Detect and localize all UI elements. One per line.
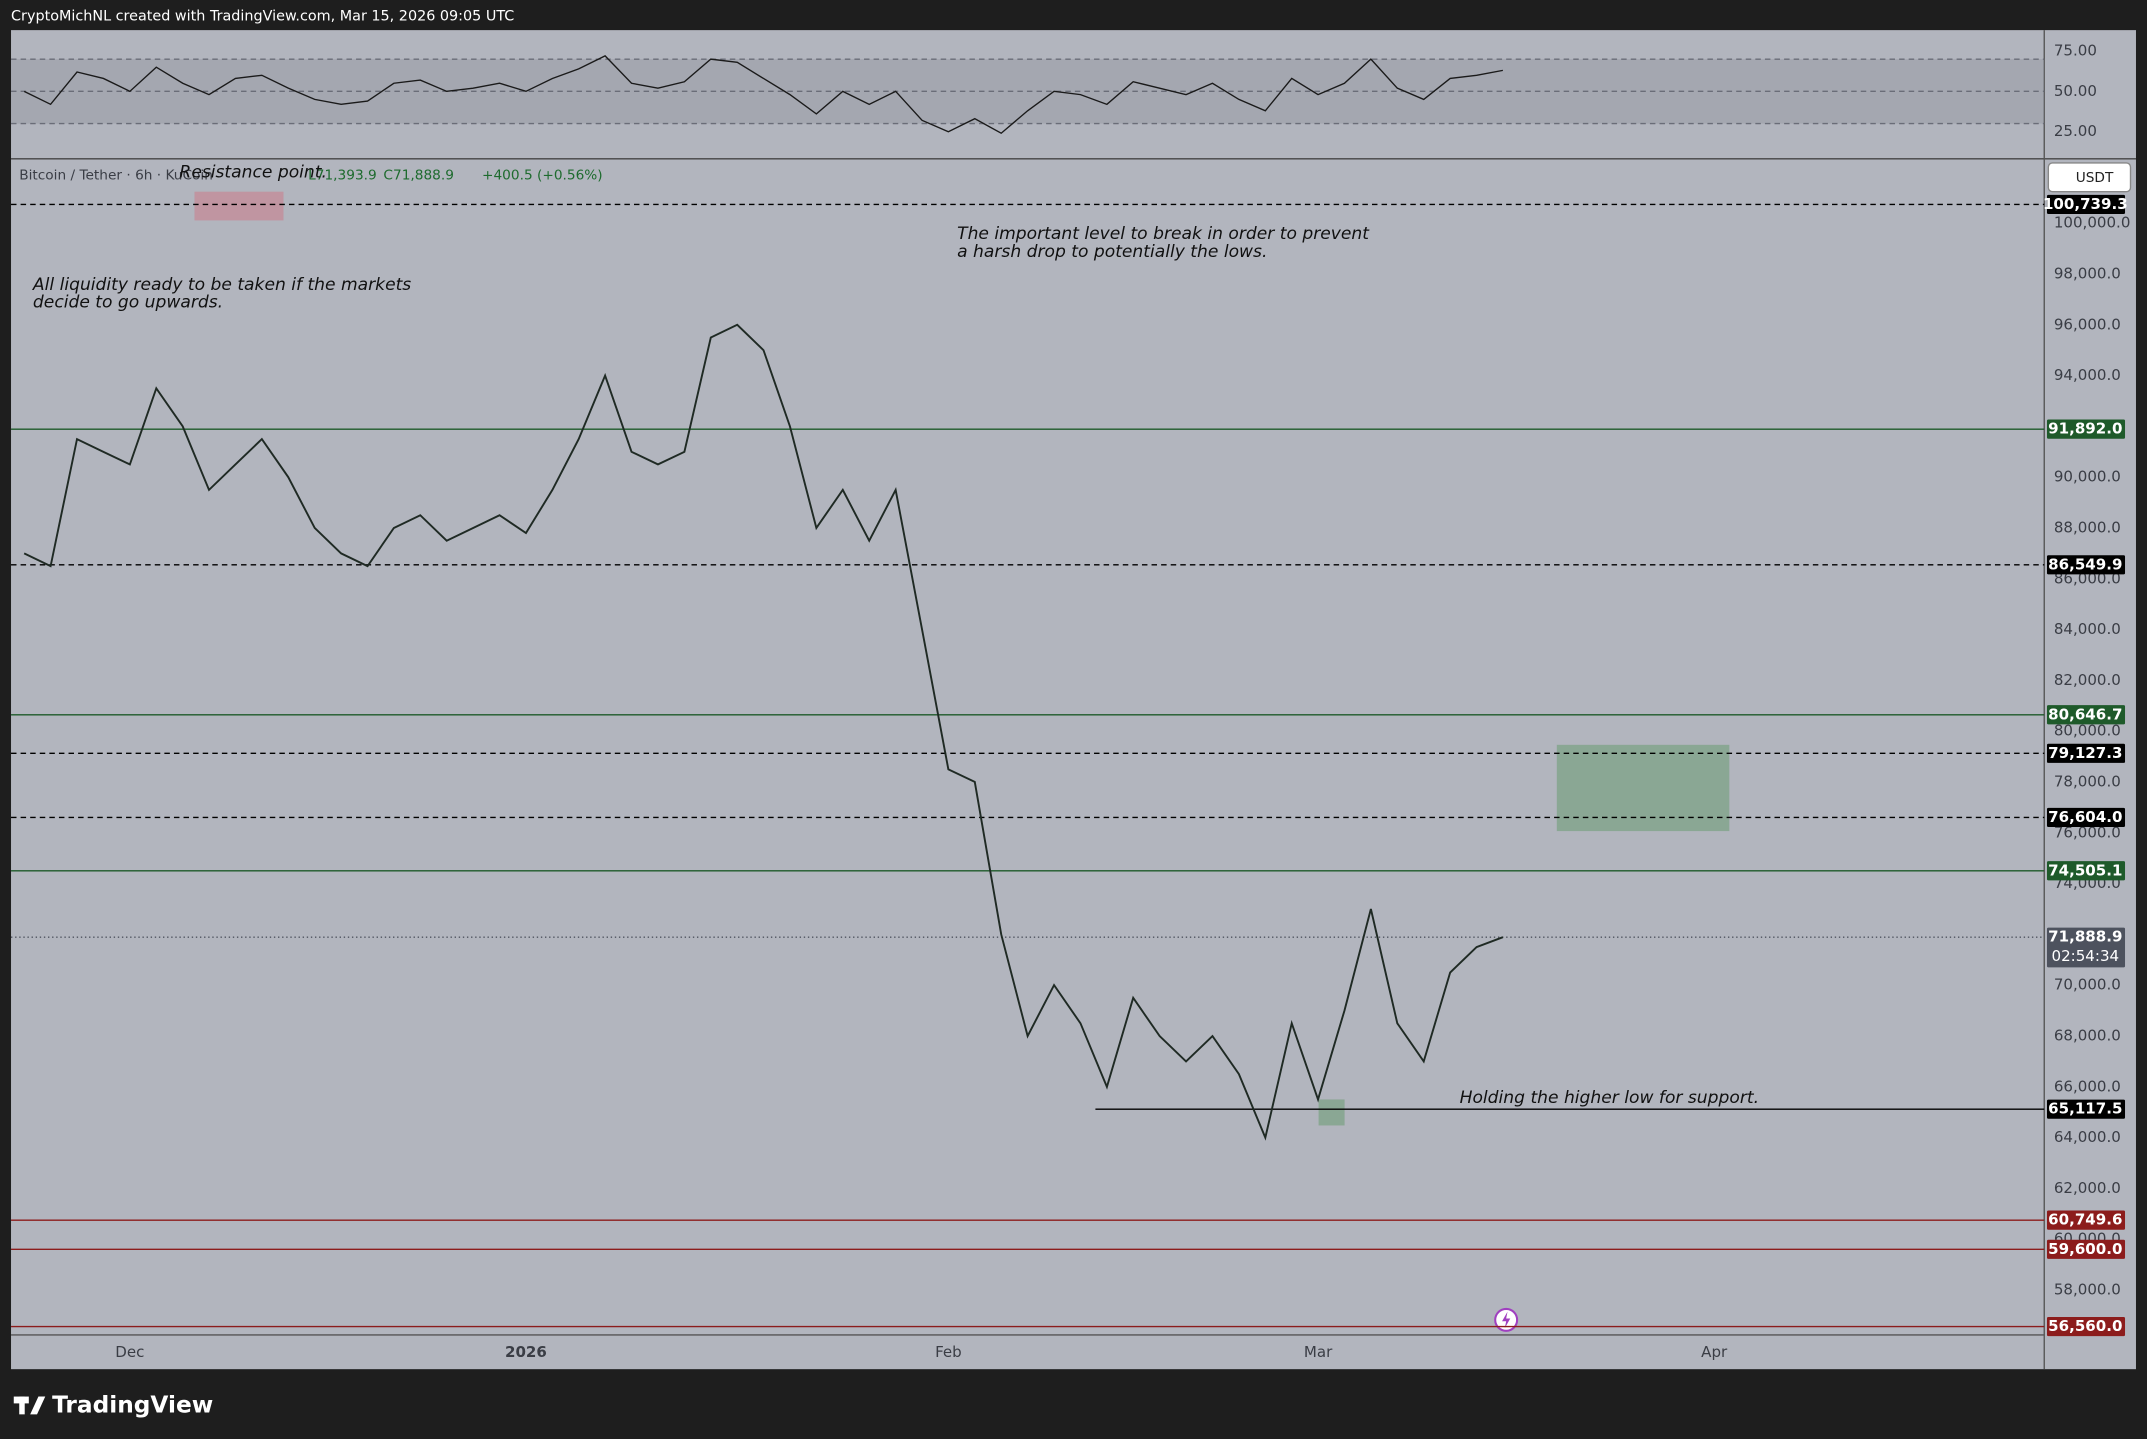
level-label: 100,739.3 — [2043, 195, 2128, 213]
price-line — [23, 323, 1504, 1141]
currency-label: USDT — [2076, 170, 2114, 186]
rsi-tick-label: 50.00 — [2054, 82, 2097, 100]
logo-mark — [30, 1396, 46, 1415]
ohlc-label: L71,393.9 — [308, 167, 377, 183]
countdown: 02:54:34 — [2052, 947, 2120, 965]
level-label: 56,560.0 — [2048, 1317, 2122, 1335]
level-label-box — [2046, 194, 2126, 214]
currency-button[interactable] — [2047, 162, 2132, 193]
rsi-line — [23, 55, 1503, 135]
x-tick-label: Dec — [115, 1343, 144, 1361]
y-tick-label: 94,000.0 — [2054, 366, 2121, 384]
level-label: 91,892.0 — [2048, 420, 2122, 438]
y-tick-label: 88,000.0 — [2054, 518, 2121, 536]
level-label: 71,888.9 — [2048, 928, 2122, 946]
y-tick-label: 66,000.0 — [2054, 1077, 2121, 1095]
y-tick-label: 80,000.0 — [2054, 722, 2121, 740]
level-label-box — [2046, 927, 2126, 968]
y-tick-label: 58,000.0 — [2054, 1280, 2121, 1298]
y-tick-label: 82,000.0 — [2054, 671, 2121, 689]
resistance-zone — [194, 191, 284, 221]
level-label: 65,117.5 — [2048, 1100, 2122, 1118]
support-marker — [1318, 1099, 1345, 1126]
ohlc-label: C71,888.9 — [383, 167, 454, 183]
level-label-box — [2046, 1316, 2126, 1337]
level-label: 86,549.9 — [2048, 555, 2122, 573]
y-tick-label: 98,000.0 — [2054, 264, 2121, 282]
alert-bolt — [1502, 1311, 1511, 1329]
y-tick-label: 78,000.0 — [2054, 772, 2121, 790]
annotation: Holding the higher low for support. — [1460, 1088, 1759, 1108]
annotation: decide to go upwards. — [33, 293, 223, 313]
x-tick-label: Apr — [1701, 1343, 1728, 1361]
level-label: 59,600.0 — [2048, 1240, 2122, 1258]
y-tick-label: 76,000.0 — [2054, 823, 2121, 841]
y-tick-label: 90,000.0 — [2054, 468, 2121, 486]
level-label-box — [2046, 807, 2126, 828]
level-label-box — [2046, 705, 2126, 725]
logo-text: TradingView — [52, 1392, 213, 1419]
annotation: All liquidity ready to be taken if the m… — [32, 275, 411, 295]
x-tick-label: 2026 — [505, 1343, 547, 1361]
level-label: 60,749.6 — [2048, 1211, 2122, 1229]
level-label: 79,127.3 — [2048, 744, 2122, 762]
logo-mark — [19, 1396, 25, 1415]
x-tick-label: Feb — [935, 1343, 962, 1361]
annotation: a harsh drop to potentially the lows. — [957, 242, 1267, 262]
level-label: 74,505.1 — [2048, 861, 2122, 879]
level-label-box — [2046, 861, 2126, 881]
rsi-tick-label: 25.00 — [2054, 122, 2097, 140]
y-tick-label: 100,000.0 — [2054, 214, 2131, 232]
level-label-box — [2046, 1099, 2126, 1119]
x-tick-label: Mar — [1304, 1343, 1333, 1361]
y-tick-label: 84,000.0 — [2054, 620, 2121, 638]
y-tick-label: 96,000.0 — [2054, 315, 2121, 333]
level-label-box — [2046, 555, 2126, 575]
y-tick-label: 68,000.0 — [2054, 1026, 2121, 1044]
target-zone — [1556, 744, 1730, 832]
annotation: Resistance point. — [179, 163, 326, 183]
level-label-box — [2046, 743, 2126, 763]
level-label-box — [2046, 1210, 2126, 1230]
ohlc-label: +400.5 (+0.56%) — [482, 167, 603, 183]
level-label: 80,646.7 — [2048, 705, 2122, 723]
chart-background — [11, 30, 2136, 1370]
y-tick-label: 70,000.0 — [2054, 976, 2121, 994]
y-tick-label: 62,000.0 — [2054, 1179, 2121, 1197]
chart-title: Bitcoin / Tether · 6h · KuCoin — [19, 167, 213, 183]
level-label-box — [2046, 1239, 2126, 1259]
y-tick-label: 64,000.0 — [2054, 1128, 2121, 1146]
rsi-tick-label: 75.00 — [2054, 42, 2097, 60]
header-text: CryptoMichNL created with TradingView.co… — [11, 8, 514, 24]
level-label: 76,604.0 — [2048, 808, 2122, 826]
annotation: The important level to break in order to… — [957, 224, 1370, 244]
level-label-box — [2046, 419, 2126, 439]
